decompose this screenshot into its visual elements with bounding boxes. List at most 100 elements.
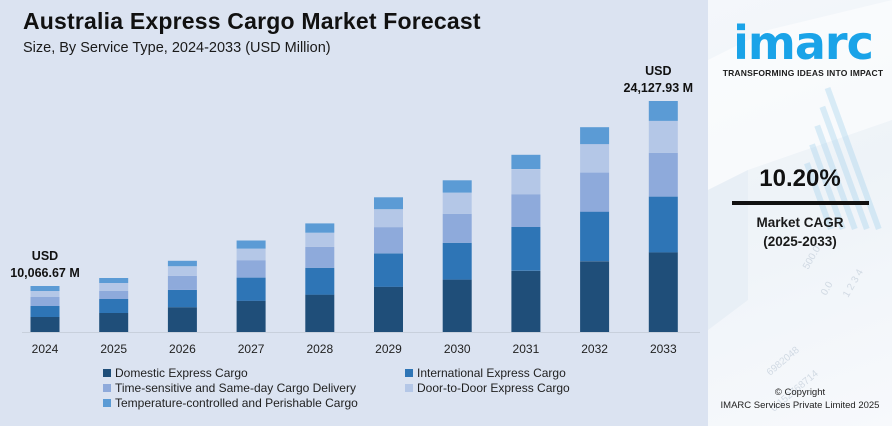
bar-segment-2025-s1 [99, 299, 129, 313]
cagr-label: Market CAGR [756, 215, 844, 230]
bar-segment-2026-s3 [167, 266, 197, 276]
copyright-line-2: IMARC Services Private Limited 2025 [720, 400, 880, 411]
bar-segment-2029-s3 [374, 209, 403, 228]
bar-segment-2031-s4 [511, 154, 541, 169]
bar-segment-2033-s2 [648, 152, 678, 197]
bar-segment-2029-s1 [374, 253, 403, 287]
legend-label: Time-sensitive and Same-day Cargo Delive… [115, 381, 356, 395]
legend-label: Temperature-controlled and Perishable Ca… [115, 396, 358, 410]
cagr-divider [731, 201, 869, 205]
logo-wordmark: imarc [733, 16, 874, 70]
bar-total-annotation-2033: 24,127.93 M [624, 81, 694, 95]
bar-segment-2026-s2 [167, 275, 197, 290]
bar-segment-2026-s4 [167, 260, 197, 267]
bar-segment-2027-s3 [236, 248, 266, 261]
bar-segment-2031-s2 [511, 194, 541, 227]
bar-segment-2027-s0 [236, 300, 266, 332]
chart-panel: 2024 2025 2026 2027 2028 2029 2030 2031 2032 2033… [10, 8, 700, 410]
x-tick-label: 2028 [306, 342, 333, 356]
bar-segment-2032-s2 [580, 172, 610, 212]
x-tick-label: 2025 [100, 342, 127, 356]
x-tick-label: 2030 [444, 342, 471, 356]
x-tick-label: 2027 [238, 342, 265, 356]
bar-segment-2030-s3 [442, 192, 472, 214]
bar-segment-2025-s4 [99, 278, 129, 283]
bar-segment-2025-s3 [99, 283, 129, 291]
bar-segment-2033-s0 [648, 252, 678, 332]
bar-segment-2031-s3 [511, 169, 541, 195]
bar-segment-2030-s0 [442, 279, 472, 332]
chart-title: Australia Express Cargo Market Forecast [23, 8, 481, 34]
bar-segment-2028-s4 [305, 223, 335, 233]
bar-segment-2028-s3 [305, 232, 335, 247]
bar-segment-2027-s2 [236, 260, 266, 278]
cagr-block: 10.20% Market CAGR (2025-2033) [708, 165, 892, 251]
svg-text:0.0: 0.0 [819, 280, 836, 298]
svg-text:1 2 3 4: 1 2 3 4 [841, 267, 866, 299]
bar-stack-2024 [30, 286, 60, 332]
logo-tagline: TRANSFORMING IDEAS INTO IMPACT [722, 68, 884, 78]
legend-swatch [103, 369, 111, 377]
bar-stack-2028 [305, 223, 335, 332]
bar-segment-2031-s1 [511, 227, 541, 271]
legend-swatch [103, 399, 111, 407]
bar-segment-2028-s2 [305, 246, 335, 268]
bar-stack-2033 [648, 101, 678, 332]
bar-segment-2028-s1 [305, 267, 335, 295]
legend-item-temperature-controlled: Temperature-controlled and Perishable Ca… [103, 396, 358, 410]
copyright: © Copyright IMARC Services Private Limit… [708, 386, 892, 412]
bar-segment-2032-s1 [580, 211, 610, 262]
legend-item-door-to-door: Door-to-Door Express Cargo [405, 381, 570, 395]
bar-segment-2024-s2 [30, 297, 60, 306]
bar-segment-2026-s0 [167, 307, 197, 332]
x-tick-label: 2032 [581, 342, 608, 356]
background-decoration: 500.0 0.0 1 2 3 4 6982048 0.152768714 [708, 0, 892, 414]
legend-item-international: International Express Cargo [405, 366, 566, 380]
bar-segment-2030-s1 [442, 242, 472, 280]
bar-stack-2031 [511, 154, 541, 332]
legend-label: Domestic Express Cargo [115, 366, 248, 380]
legend-swatch [405, 384, 413, 392]
legend-swatch [103, 384, 111, 392]
bar-segment-2032-s4 [580, 127, 610, 145]
copyright-line-1: © Copyright [774, 387, 826, 398]
bar-segment-2029-s4 [374, 197, 403, 210]
x-tick-label: 2024 [32, 342, 59, 356]
bar-segment-2024-s4 [30, 286, 60, 291]
bar-segment-2024-s1 [30, 306, 60, 317]
cagr-period: (2025-2033) [763, 234, 837, 249]
stacked-bar-chart: 2024 2025 2026 2027 2028 2029 2030 2031 2032 2033… [10, 64, 700, 356]
x-tick-label: 2033 [650, 342, 677, 356]
x-tick-label: 2031 [513, 342, 540, 356]
bar-segment-2029-s2 [374, 227, 403, 254]
bar-segment-2033-s3 [648, 120, 678, 153]
sidebar-panel: 500.0 0.0 1 2 3 4 6982048 0.152768714 im… [708, 0, 892, 426]
bar-segment-2030-s4 [442, 180, 472, 193]
svg-text:6982048: 6982048 [765, 345, 802, 379]
cagr-value: 10.20% [759, 165, 841, 192]
legend-swatch [405, 369, 413, 377]
bar-segment-2032-s3 [580, 144, 610, 173]
bar-stack-2029 [374, 197, 403, 332]
bar-segment-2024-s0 [30, 317, 60, 332]
bar-total-annotation-2033: USD [645, 64, 671, 78]
bar-segment-2030-s2 [442, 213, 472, 243]
legend-item-domestic: Domestic Express Cargo [103, 366, 248, 380]
bar-stack-2026 [167, 260, 197, 332]
bar-segment-2029-s0 [374, 286, 403, 332]
bar-stack-2032 [580, 127, 610, 332]
bar-total-annotation-2024: USD [32, 249, 58, 263]
x-tick-label: 2029 [375, 342, 402, 356]
bar-segment-2033-s4 [648, 101, 678, 121]
bar-segment-2031-s0 [511, 270, 541, 332]
bar-segment-2028-s0 [305, 294, 335, 332]
bar-stack-2025 [99, 278, 129, 332]
legend-label: Door-to-Door Express Cargo [417, 381, 570, 395]
imarc-logo: imarc TRANSFORMING IDEAS INTO IMPACT [718, 20, 888, 78]
bar-segment-2027-s4 [236, 240, 266, 249]
legend-item-time-sensitive: Time-sensitive and Same-day Cargo Delive… [103, 381, 356, 395]
chart-subtitle: Size, By Service Type, 2024-2033 (USD Mi… [23, 40, 331, 56]
x-tick-label: 2026 [169, 342, 196, 356]
bar-stack-2030 [442, 180, 472, 332]
bar-segment-2027-s1 [236, 277, 266, 301]
